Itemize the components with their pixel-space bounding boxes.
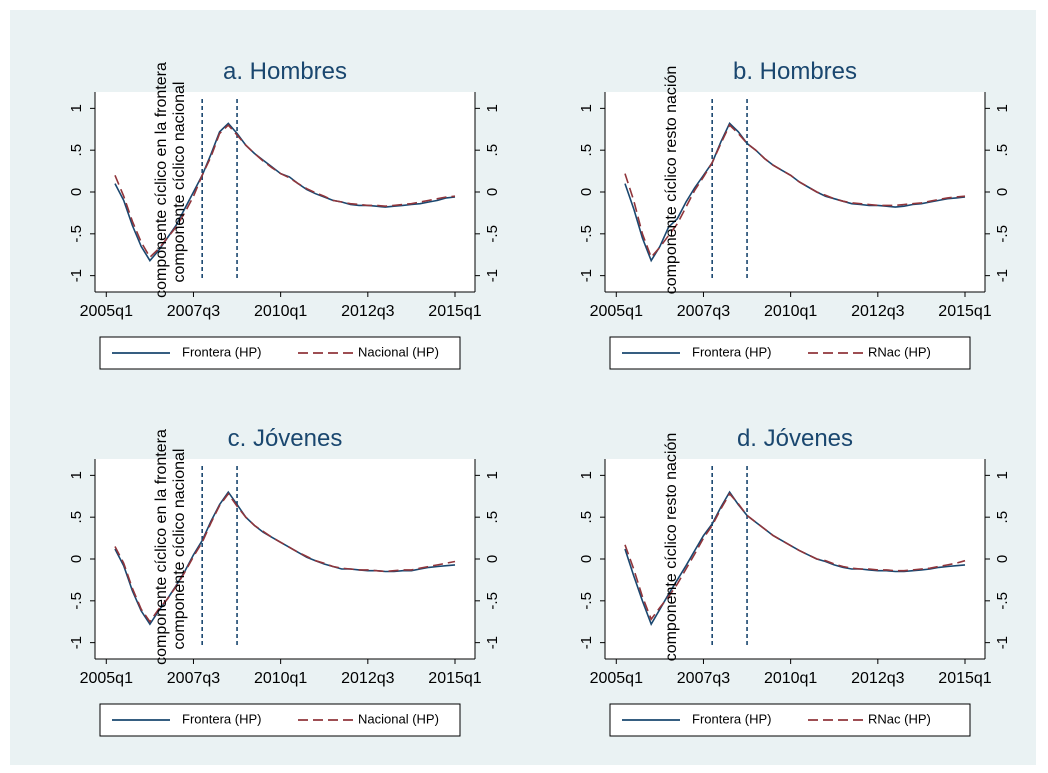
x-tick-label: 2005q1 <box>80 670 133 687</box>
y-tick-label-left: -1 <box>68 269 85 282</box>
series-line-comparison <box>114 492 456 624</box>
y-tick-label-right: -.5 <box>994 225 1011 243</box>
y-axis-label-left: componente cíclico en la frontera <box>153 62 170 298</box>
y-tick-label-right: 0 <box>994 555 1011 563</box>
legend-label-comparison: Nacional (HP) <box>358 344 439 359</box>
panel-title: d. Jóvenes <box>737 425 853 452</box>
y-axis-label-right: componente cíclico nacional <box>171 448 188 649</box>
y-tick-label-right: -1 <box>994 269 1011 282</box>
x-tick-label: 2010q1 <box>254 303 307 320</box>
panel-title: a. Hombres <box>223 58 347 85</box>
y-tick-label-right: .5 <box>484 144 501 157</box>
series-line-comparison <box>114 123 456 259</box>
x-tick-label: 2015q1 <box>428 670 481 687</box>
panel-title: c. Jóvenes <box>228 425 343 452</box>
y-tick-label-right: -1 <box>994 636 1011 649</box>
x-tick-label: 2010q1 <box>254 670 307 687</box>
panel-4: 1 1 .5 .5 0 0 -.5 -.5 -1 -1 2005q1 2007q3 2010q1 2012… <box>578 425 1011 737</box>
y-tick-label-left: 1 <box>578 471 595 479</box>
y-tick-label-left: 0 <box>578 555 595 563</box>
y-tick-label-left: -1 <box>578 636 595 649</box>
x-tick-label: 2007q3 <box>677 303 730 320</box>
legend-label-comparison: RNac (HP) <box>868 711 931 726</box>
y-tick-label-left: -.5 <box>68 592 85 610</box>
x-tick-label: 2005q1 <box>80 303 133 320</box>
x-tick-label: 2007q3 <box>167 670 220 687</box>
y-tick-label-left: -.5 <box>578 592 595 610</box>
x-tick-label: 2007q3 <box>677 670 730 687</box>
x-tick-label: 2007q3 <box>167 303 220 320</box>
plot-area <box>605 459 985 659</box>
legend-label-frontera: Frontera (HP) <box>692 344 771 359</box>
legend-label-frontera: Frontera (HP) <box>692 711 771 726</box>
series-line-comparison <box>624 123 966 259</box>
legend-label-comparison: Nacional (HP) <box>358 711 439 726</box>
panel-title: b. Hombres <box>733 58 857 85</box>
panel-2: 1 1 .5 .5 0 0 -.5 -.5 -1 -1 2005q1 2007q3 2010q1 2012… <box>578 58 1011 370</box>
y-tick-label-left: -1 <box>68 636 85 649</box>
y-tick-label-right: 1 <box>484 471 501 479</box>
y-tick-label-left: .5 <box>578 511 595 524</box>
y-tick-label-left: 1 <box>68 471 85 479</box>
y-tick-label-left: .5 <box>68 511 85 524</box>
y-tick-label-left: -1 <box>578 269 595 282</box>
y-tick-label-right: 0 <box>994 188 1011 196</box>
y-tick-label-right: 0 <box>484 188 501 196</box>
y-tick-label-left: 0 <box>68 555 85 563</box>
x-tick-label: 2015q1 <box>938 303 991 320</box>
y-tick-label-right: .5 <box>994 511 1011 524</box>
y-tick-label-left: 0 <box>68 188 85 196</box>
x-tick-label: 2015q1 <box>938 670 991 687</box>
plot-area <box>95 92 475 292</box>
x-tick-label: 2005q1 <box>590 303 643 320</box>
y-tick-label-left: .5 <box>68 144 85 157</box>
plot-area <box>95 459 475 659</box>
y-tick-label-right: 1 <box>484 104 501 112</box>
legend-label-comparison: RNac (HP) <box>868 344 931 359</box>
y-tick-label-left: 1 <box>578 104 595 112</box>
y-tick-label-right: -.5 <box>484 592 501 610</box>
y-tick-label-right: -1 <box>484 636 501 649</box>
legend-label-frontera: Frontera (HP) <box>182 344 261 359</box>
y-tick-label-left: -.5 <box>68 225 85 243</box>
y-tick-label-right: 0 <box>484 555 501 563</box>
y-axis-label-left: componente cíclico en la frontera <box>153 429 170 665</box>
panel-1: 1 1 .5 .5 0 0 -.5 -.5 -1 -1 2005q1 2007q3 2010q1 2012… <box>68 58 501 370</box>
y-tick-label-right: -1 <box>484 269 501 282</box>
x-tick-label: 2012q3 <box>851 303 904 320</box>
x-tick-label: 2012q3 <box>341 303 394 320</box>
y-tick-label-right: -.5 <box>484 225 501 243</box>
y-tick-label-left: -.5 <box>578 225 595 243</box>
y-axis-label-left: componente cíclico resto nación <box>663 433 680 662</box>
x-tick-label: 2012q3 <box>851 670 904 687</box>
legend-label-frontera: Frontera (HP) <box>182 711 261 726</box>
y-tick-label-left: .5 <box>578 144 595 157</box>
x-tick-label: 2010q1 <box>764 303 817 320</box>
y-axis-label-left: componente cíclico resto nación <box>663 66 680 295</box>
series-line-frontera <box>624 490 966 627</box>
y-axis-label-right: componente cíclico nacional <box>171 81 188 282</box>
y-tick-label-left: 1 <box>68 104 85 112</box>
x-tick-label: 2015q1 <box>428 303 481 320</box>
y-tick-label-left: 0 <box>578 188 595 196</box>
y-tick-label-right: -.5 <box>994 592 1011 610</box>
y-tick-label-right: .5 <box>994 144 1011 157</box>
y-tick-label-right: .5 <box>484 511 501 524</box>
y-tick-label-right: 1 <box>994 471 1011 479</box>
x-tick-label: 2012q3 <box>341 670 394 687</box>
x-tick-label: 2010q1 <box>764 670 817 687</box>
panel-3: 1 1 .5 .5 0 0 -.5 -.5 -1 -1 2005q1 2007q3 2010q1 2012… <box>68 425 501 737</box>
series-line-frontera <box>624 122 966 263</box>
y-tick-label-right: 1 <box>994 104 1011 112</box>
plot-area <box>605 92 985 292</box>
x-tick-label: 2005q1 <box>590 670 643 687</box>
